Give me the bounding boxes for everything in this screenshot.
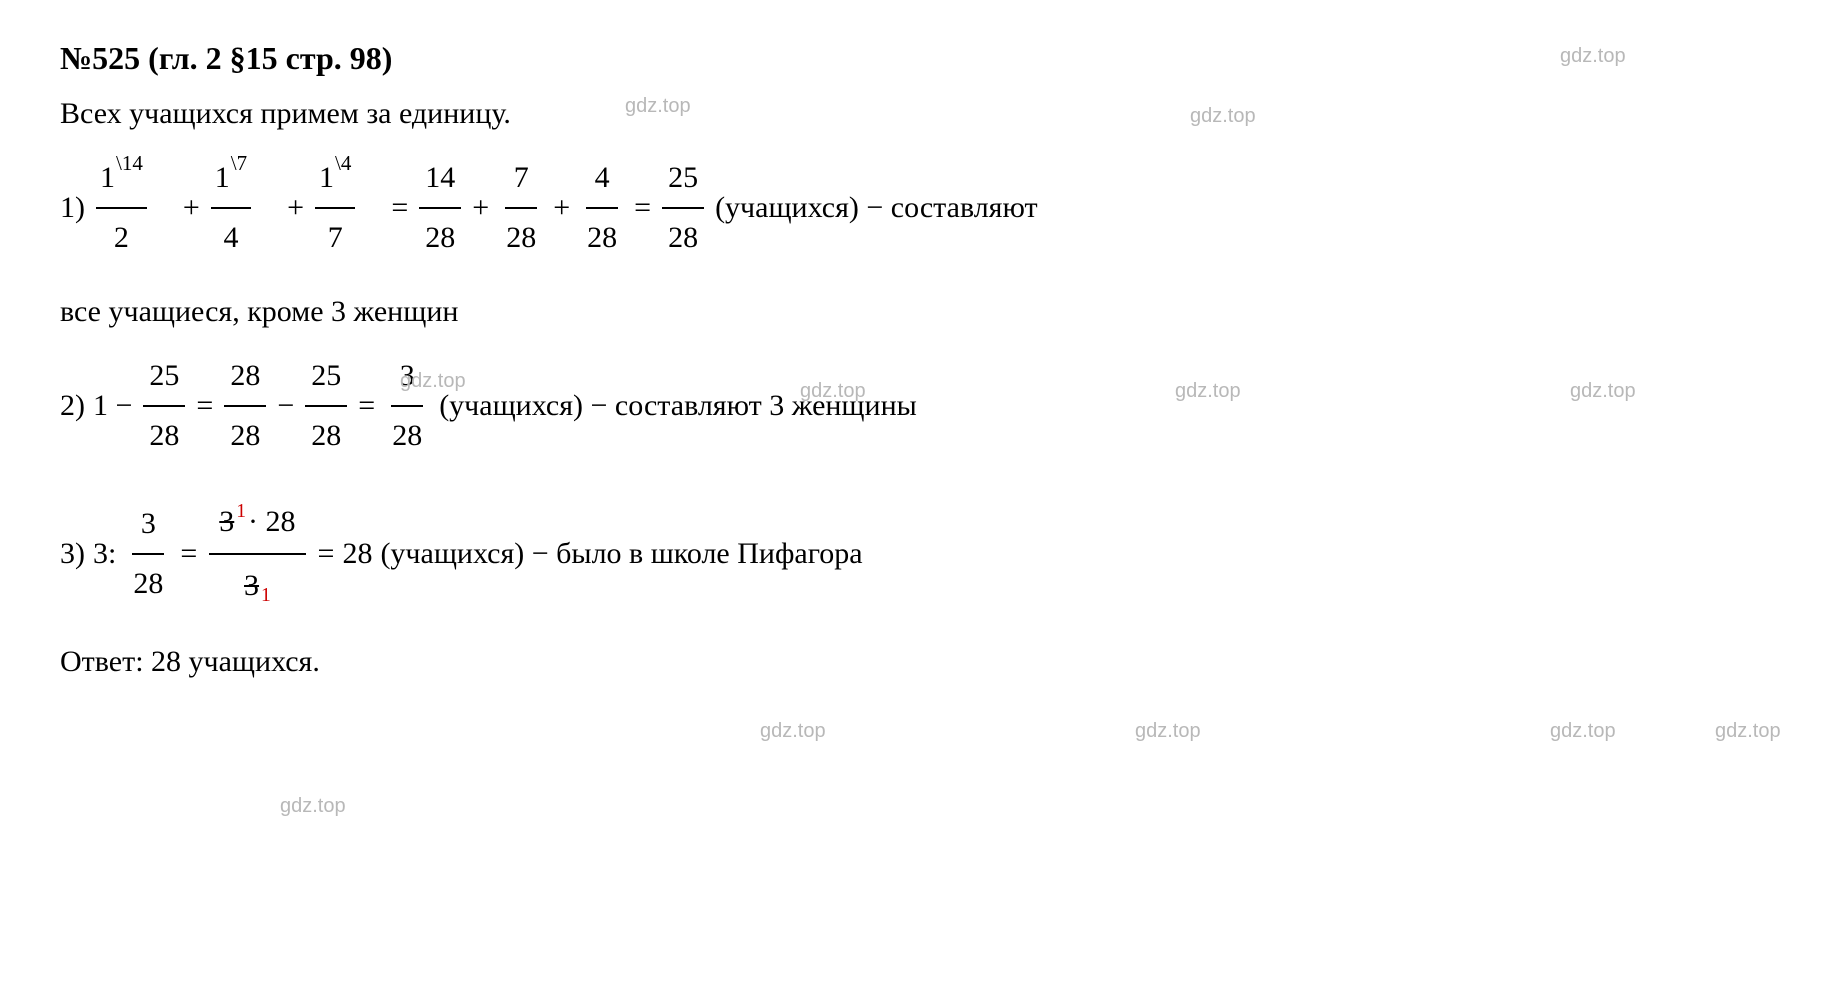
problem-header: №525 (гл. 2 §15 стр. 98) xyxy=(60,40,1774,77)
document-container: №525 (гл. 2 §15 стр. 98) Всех учащихся п… xyxy=(60,40,1774,679)
watermark-text: gdz.top xyxy=(1715,720,1781,743)
step-3-line: 3) 3: 3 28 = 31 · 28 31 = 28 (учащихся) … xyxy=(60,493,1774,615)
cancellation-fraction: 31 · 28 31 xyxy=(209,493,305,615)
frac-num: 1 xyxy=(319,151,334,205)
operator-equals: = xyxy=(196,379,213,433)
watermark-text: gdz.top xyxy=(1550,720,1616,743)
operator-equals: = xyxy=(634,181,651,235)
step-3: 3) 3: 3 28 = 31 · 28 31 = 28 (учащихся) … xyxy=(60,493,1774,615)
step-3-lead: 3: xyxy=(93,527,116,581)
step-3-result: 28 xyxy=(342,527,372,581)
fraction-25-28-b: 25 28 xyxy=(305,349,347,463)
fraction-25-28: 25 28 xyxy=(143,349,185,463)
operator-equals: = xyxy=(391,181,408,235)
step-2-label: 2) xyxy=(60,379,85,433)
frac-den: 28 xyxy=(500,209,542,265)
operator-plus: + xyxy=(183,181,200,235)
frac-den: 2 xyxy=(110,209,133,265)
operator-plus: + xyxy=(287,181,304,235)
frac-num: 28 xyxy=(224,349,266,407)
step-3-tail: (учащихся) − было в школе Пифагора xyxy=(380,527,862,581)
fraction-1-4-sup7: 1 \7 4 xyxy=(211,151,276,265)
step-2-lead: 1 − xyxy=(93,379,132,433)
frac-sup: \7 xyxy=(231,145,247,183)
frac-den: 28 xyxy=(224,407,266,463)
frac-den: 7 xyxy=(324,209,347,265)
step-1-line: 1) 1 \14 2 + 1 \7 4 + 1 \4 xyxy=(60,151,1774,265)
frac-num: 3 xyxy=(391,349,423,407)
operator-minus: − xyxy=(277,379,294,433)
operator-equals: = xyxy=(180,527,197,581)
fraction-14-28: 14 28 xyxy=(419,151,461,265)
step-1-tail: (учащихся) − составляют xyxy=(715,181,1038,235)
frac-den: 28 xyxy=(305,407,347,463)
frac-den: 28 xyxy=(386,407,428,463)
frac-num: 3 xyxy=(132,497,164,555)
frac-num: 25 xyxy=(662,151,704,209)
answer-line: Ответ: 28 учащихся. xyxy=(60,645,1774,679)
frac-num: 4 xyxy=(586,151,618,209)
answer-text: 28 учащихся. xyxy=(151,645,320,678)
step-1-label: 1) xyxy=(60,181,85,235)
fraction-1-2-sup14: 1 \14 2 xyxy=(96,151,172,265)
frac-num: 25 xyxy=(143,349,185,407)
frac-den: 28 xyxy=(581,209,623,265)
answer-label: Ответ: xyxy=(60,645,144,678)
cancel-sub: 1 xyxy=(261,578,271,613)
operator-equals: = xyxy=(358,379,375,433)
strike-den: 3 xyxy=(244,559,259,613)
cancel-sup: 1 xyxy=(236,494,246,529)
operator-plus: + xyxy=(472,181,489,235)
step-2: 2) 1 − 25 28 = 28 28 − 25 28 = 3 28 (уча… xyxy=(60,349,1774,463)
fraction-4-28: 4 28 xyxy=(581,151,623,265)
frac-num: 1 xyxy=(215,151,230,205)
operator-equals: = xyxy=(318,527,335,581)
watermark-text: gdz.top xyxy=(1135,720,1201,743)
frac-den: 28 xyxy=(419,209,461,265)
step-2-tail: (учащихся) − составляют 3 женщины xyxy=(439,379,917,433)
watermark-text: gdz.top xyxy=(280,795,346,818)
strike-num: 3 xyxy=(219,495,234,549)
frac-den: 4 xyxy=(219,209,242,265)
fraction-25-28: 25 28 xyxy=(662,151,704,265)
fraction-3-28: 3 28 xyxy=(127,497,169,611)
frac-den: 28 xyxy=(143,407,185,463)
frac-num: 25 xyxy=(305,349,347,407)
num-rest: · 28 xyxy=(248,495,296,549)
step-1-continuation: все учащиеся, кроме 3 женщин xyxy=(60,295,1774,329)
operator-plus: + xyxy=(553,181,570,235)
fraction-28-28: 28 28 xyxy=(224,349,266,463)
frac-sup: \14 xyxy=(116,145,143,183)
fraction-3-28: 3 28 xyxy=(386,349,428,463)
frac-den: 28 xyxy=(662,209,704,265)
frac-num: 1 xyxy=(100,151,115,205)
fraction-1-7-sup4: 1 \4 7 xyxy=(315,151,380,265)
step-2-line: 2) 1 − 25 28 = 28 28 − 25 28 = 3 28 (уча… xyxy=(60,349,1774,463)
step-1: 1) 1 \14 2 + 1 \7 4 + 1 \4 xyxy=(60,151,1774,265)
frac-den: 28 xyxy=(127,555,169,611)
frac-sup: \4 xyxy=(335,145,351,183)
step-3-label: 3) xyxy=(60,527,85,581)
frac-num: 14 xyxy=(419,151,461,209)
fraction-7-28: 7 28 xyxy=(500,151,542,265)
watermark-text: gdz.top xyxy=(760,720,826,743)
frac-num: 7 xyxy=(505,151,537,209)
intro-text: Всех учащихся примем за единицу. xyxy=(60,97,1774,131)
